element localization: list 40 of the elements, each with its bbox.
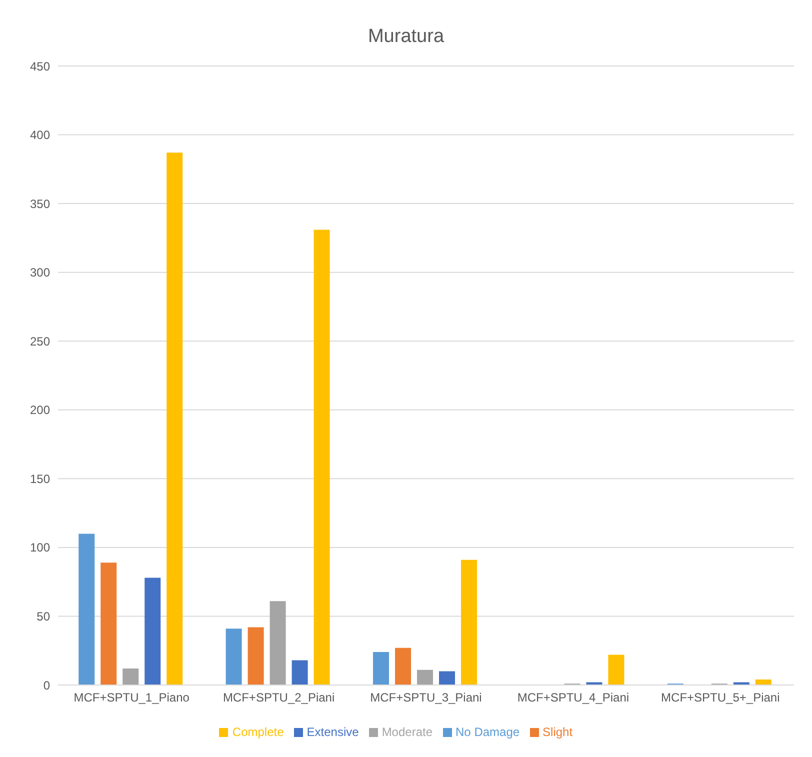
bar bbox=[395, 648, 412, 685]
bar bbox=[144, 578, 161, 685]
y-tick-label: 200 bbox=[30, 403, 50, 418]
y-tick-label: 0 bbox=[43, 678, 50, 692]
bar bbox=[100, 562, 117, 685]
bar bbox=[608, 654, 624, 685]
x-tick-label: MCF+SPTU_4_Piani bbox=[517, 690, 630, 705]
y-tick-label: 400 bbox=[30, 128, 50, 142]
bar bbox=[122, 668, 139, 685]
y-tick-label: 50 bbox=[36, 609, 50, 624]
bar bbox=[373, 652, 390, 685]
legend-label: Moderate bbox=[382, 725, 433, 739]
y-tick-label: 450 bbox=[30, 59, 50, 74]
bar bbox=[439, 671, 456, 685]
y-tick-label: 100 bbox=[30, 540, 50, 555]
x-tick-label: MCF+SPTU_3_Piani bbox=[370, 690, 482, 705]
bar bbox=[586, 682, 602, 685]
bar bbox=[78, 534, 95, 685]
chart-title: Muratura bbox=[366, 26, 446, 48]
legend-label: No Damage bbox=[456, 725, 520, 739]
bar bbox=[733, 682, 750, 685]
y-tick-label: 300 bbox=[30, 266, 50, 280]
bar bbox=[417, 670, 434, 685]
y-tick-label: 150 bbox=[30, 472, 50, 486]
legend-label: Extensive bbox=[306, 725, 359, 739]
bar bbox=[292, 660, 308, 685]
bar bbox=[461, 560, 478, 685]
y-tick-label: 350 bbox=[30, 196, 50, 211]
bar bbox=[270, 601, 286, 685]
y-tick-label: 250 bbox=[30, 334, 50, 348]
bar bbox=[166, 152, 183, 685]
bar bbox=[755, 680, 772, 685]
bar bbox=[226, 628, 242, 685]
x-tick-label: MCF+SPTU_1_Piano bbox=[74, 690, 190, 705]
bar bbox=[248, 627, 264, 685]
legend-label: Slight bbox=[542, 725, 573, 739]
x-tick-label: MCF+SPTU_2_Piani bbox=[222, 690, 335, 705]
x-tick-label: MCF+SPTU_5+_Piani bbox=[661, 690, 780, 705]
legend-label: Complete bbox=[232, 725, 284, 739]
bar bbox=[314, 230, 330, 685]
